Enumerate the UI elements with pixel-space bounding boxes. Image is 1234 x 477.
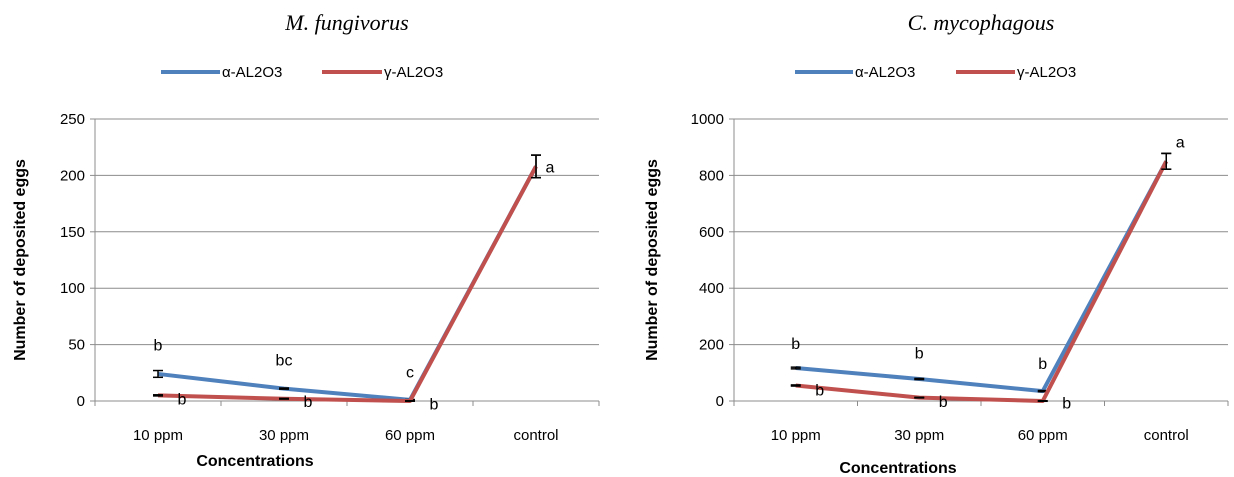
significance-label: b xyxy=(915,345,924,362)
y-tick-label: 400 xyxy=(699,280,724,297)
legend-label-1: γ-AL2O3 xyxy=(384,64,443,81)
series-line-0 xyxy=(157,165,538,402)
x-tick-label: 60 ppm xyxy=(385,427,435,444)
x-tick-label: 10 ppm xyxy=(133,427,183,444)
x-axis-label: Concentrations xyxy=(839,460,956,477)
y-tick-label: 150 xyxy=(60,224,85,241)
legend-label-0: α-AL2O3 xyxy=(222,64,282,81)
x-tick-label: 30 ppm xyxy=(894,427,944,444)
x-tick-label: 10 ppm xyxy=(771,427,821,444)
chart-panel-cmycophagous: C. mycophagous α-AL2O3 γ-AL2O3 0 200 400 600 80… xyxy=(617,0,1234,477)
series-line-1 xyxy=(157,165,538,403)
line-chart-mfungivorus: M. fungivorus α-AL2O3 γ-AL2O3 0 50 100 150 200 2… xyxy=(12,10,600,470)
legend-label-0: α-AL2O3 xyxy=(855,64,915,81)
x-tick-label: control xyxy=(1144,427,1189,444)
significance-label: b xyxy=(154,338,163,355)
y-tick-label: 100 xyxy=(60,280,85,297)
y-tick-label: 600 xyxy=(699,224,724,241)
y-tick-label: 250 xyxy=(60,111,85,128)
x-tick-label: 60 ppm xyxy=(1018,427,1068,444)
y-tick-label: 1000 xyxy=(691,111,724,128)
line-chart-cmycophagous: C. mycophagous α-AL2O3 γ-AL2O3 0 200 400 600 80… xyxy=(644,10,1229,477)
significance-label: a xyxy=(1176,135,1185,152)
significance-label: b xyxy=(430,396,439,413)
y-axis-label: Number of deposited eggs xyxy=(12,159,29,361)
significance-label: b xyxy=(304,394,313,411)
x-axis-label: Concentrations xyxy=(196,453,313,470)
series-line-1 xyxy=(795,160,1169,403)
x-tick-label: control xyxy=(513,427,558,444)
y-tick-label: 200 xyxy=(699,337,724,354)
y-tick-label: 0 xyxy=(77,393,85,410)
significance-label: c xyxy=(406,365,414,382)
legend-label-1: γ-AL2O3 xyxy=(1017,64,1076,81)
series-line-0 xyxy=(795,160,1169,394)
significance-label: b xyxy=(178,392,187,409)
x-tick-label: 30 ppm xyxy=(259,427,309,444)
y-tick-label: 200 xyxy=(60,167,85,184)
y-tick-label: 50 xyxy=(68,337,85,354)
significance-label: b xyxy=(1062,395,1071,412)
significance-label: bc xyxy=(276,352,293,369)
significance-label: b xyxy=(939,394,948,411)
significance-label: a xyxy=(546,159,555,176)
y-tick-label: 800 xyxy=(699,167,724,184)
chart-title: M. fungivorus xyxy=(284,10,408,35)
significance-label: b xyxy=(815,383,824,400)
significance-label: b xyxy=(1038,356,1047,373)
y-axis-label: Number of deposited eggs xyxy=(644,159,661,361)
chart-panel-mfungivorus: M. fungivorus α-AL2O3 γ-AL2O3 0 50 100 150 200 2… xyxy=(12,10,600,470)
significance-label: b xyxy=(791,336,800,353)
y-tick-label: 0 xyxy=(716,393,724,410)
chart-title: C. mycophagous xyxy=(908,10,1055,35)
